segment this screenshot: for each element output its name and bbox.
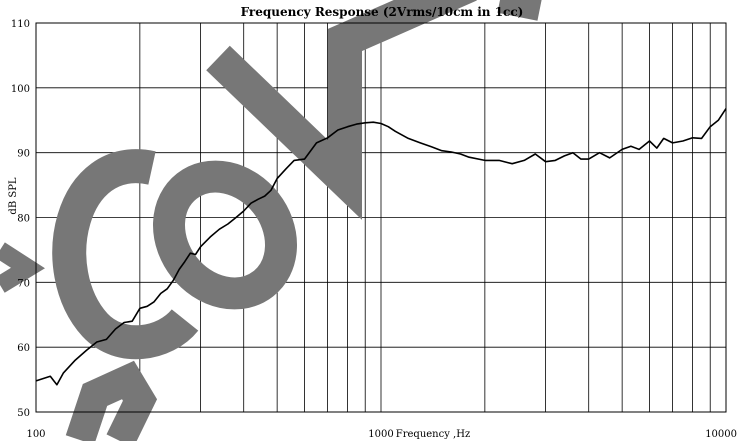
y-axis-label: dB SPL (8, 177, 19, 215)
y-tick-label: 80 (17, 214, 30, 225)
watermark-letter-f (497, 0, 542, 21)
watermark-letter-n (206, 0, 477, 220)
x-tick-label: 10000 (705, 429, 737, 440)
y-tick-label: 50 (17, 408, 30, 419)
x-tick-label: 100 (26, 429, 45, 440)
plot-frame (35, 22, 727, 413)
watermark (0, 0, 542, 441)
y-tick-label: 60 (17, 343, 30, 354)
y-tick-label: 110 (11, 19, 30, 30)
grid-layer (36, 23, 726, 412)
y-tick-label: 100 (11, 84, 30, 95)
axes-layer (35, 22, 727, 413)
watermark-letter-fragment (0, 242, 45, 293)
x-tick-label: 1000 (368, 429, 393, 440)
watermark-letter-fragment (65, 360, 158, 441)
watermark-letter-o (152, 160, 298, 310)
y-tick-label: 90 (17, 149, 30, 160)
text-layer: Frequency Response (2Vrms/10cm in 1cc) F… (8, 5, 737, 440)
y-tick-label: 70 (17, 278, 30, 289)
watermark-letter-c (52, 149, 199, 360)
chart-title: Frequency Response (2Vrms/10cm in 1cc) (241, 5, 524, 19)
response-line (35, 108, 727, 386)
x-axis-label: Frequency ,Hz (396, 429, 470, 440)
series-layer (35, 108, 727, 386)
